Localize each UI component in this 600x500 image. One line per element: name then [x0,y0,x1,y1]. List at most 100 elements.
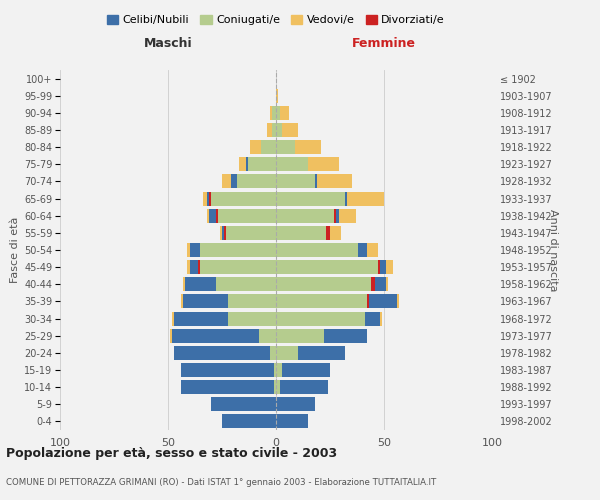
Bar [172,312,175,326]
Bar [190,243,200,257]
Bar [371,278,386,291]
Y-axis label: Fasce di età: Fasce di età [10,217,20,283]
Bar [358,243,367,257]
Bar [276,363,283,377]
Bar [272,106,276,120]
Bar [276,243,358,257]
Bar [276,192,345,205]
Bar [183,294,229,308]
Bar [237,174,276,188]
Bar [222,226,226,240]
Bar [276,414,308,428]
Bar [175,346,269,360]
Bar [326,226,330,240]
Bar [224,226,226,240]
Bar [181,294,183,308]
Bar [315,174,317,188]
Bar [261,140,276,154]
Bar [276,398,315,411]
Bar [181,363,274,377]
Bar [326,226,330,240]
Bar [175,312,229,326]
Bar [276,174,315,188]
Bar [230,174,237,188]
Bar [276,88,278,102]
Bar [280,380,328,394]
Bar [397,294,399,308]
Bar [276,260,377,274]
Bar [172,328,259,342]
Text: Femmine: Femmine [352,37,416,50]
Bar [211,192,276,205]
Bar [317,174,352,188]
Bar [215,208,218,222]
Bar [386,278,388,291]
Bar [203,192,207,205]
Bar [334,208,338,222]
Bar [190,260,200,274]
Bar [367,294,397,308]
Bar [229,312,276,326]
Bar [323,328,367,342]
Bar [246,158,248,172]
Bar [386,260,392,274]
Bar [274,380,276,394]
Bar [308,158,338,172]
Bar [371,278,376,291]
Bar [276,226,326,240]
Bar [377,260,386,274]
Bar [367,243,377,257]
Bar [380,312,382,326]
Bar [211,398,276,411]
Bar [276,158,308,172]
Bar [338,208,356,222]
Bar [209,192,211,205]
Bar [276,208,334,222]
Bar [269,106,272,120]
Bar [377,260,380,274]
Bar [330,226,341,240]
Bar [222,174,230,188]
Bar [345,192,347,205]
Bar [283,363,330,377]
Bar [259,328,276,342]
Bar [170,328,172,342]
Bar [298,346,345,360]
Bar [200,243,276,257]
Bar [334,208,337,222]
Bar [367,294,369,308]
Bar [269,346,276,360]
Bar [276,123,283,137]
Bar [239,158,246,172]
Bar [183,278,185,291]
Bar [272,123,276,137]
Bar [218,208,276,222]
Bar [200,260,276,274]
Bar [276,278,371,291]
Bar [248,158,276,172]
Bar [187,260,190,274]
Bar [209,208,218,222]
Bar [347,192,384,205]
Bar [207,208,209,222]
Bar [276,346,298,360]
Bar [276,106,280,120]
Bar [185,278,215,291]
Bar [276,294,367,308]
Bar [276,328,323,342]
Bar [207,192,211,205]
Bar [276,380,280,394]
Text: Maschi: Maschi [143,37,193,50]
Bar [274,363,276,377]
Bar [198,260,200,274]
Bar [268,123,272,137]
Bar [365,312,380,326]
Bar [222,414,276,428]
Bar [283,123,298,137]
Bar [226,226,276,240]
Bar [250,140,261,154]
Legend: Celibi/Nubili, Coniugati/e, Vedovi/e, Divorziati/e: Celibi/Nubili, Coniugati/e, Vedovi/e, Di… [103,10,449,30]
Bar [215,278,276,291]
Bar [280,106,289,120]
Bar [181,380,274,394]
